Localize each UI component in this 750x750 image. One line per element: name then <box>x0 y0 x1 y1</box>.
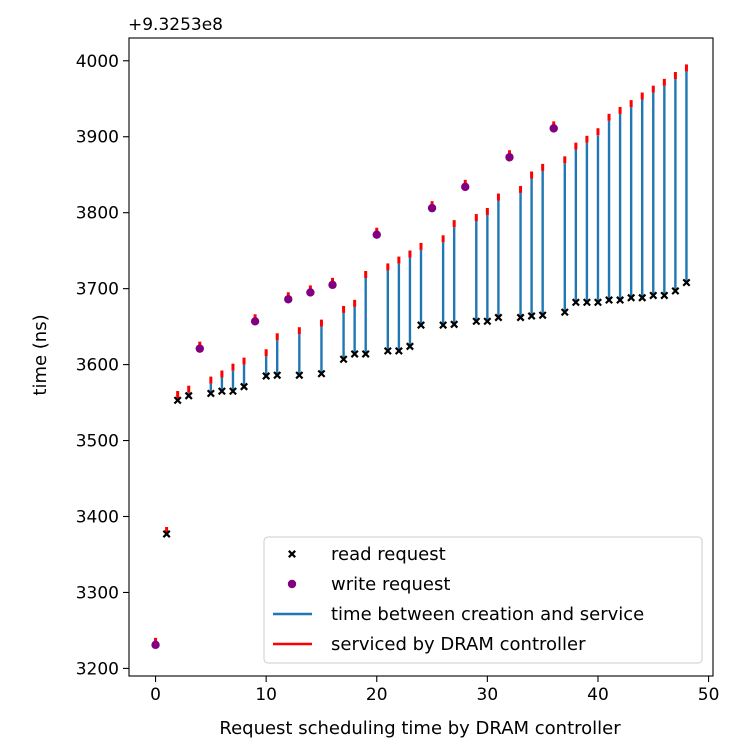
read-request-point <box>582 298 591 307</box>
read-request-point <box>671 286 680 295</box>
read-request-point <box>339 355 348 364</box>
read-request-point <box>240 382 249 391</box>
read-request-point <box>472 317 481 326</box>
read-request-point <box>593 298 602 307</box>
x-axis-label: Request scheduling time by DRAM controll… <box>219 718 621 739</box>
read-request-point <box>262 372 271 380</box>
read-request-point <box>439 321 448 330</box>
read-request-point <box>162 529 171 538</box>
plot-area <box>151 64 691 650</box>
legend-label: time between creation and service <box>331 604 644 625</box>
x-tick-label: 30 <box>477 685 499 705</box>
write-request-point <box>505 153 514 162</box>
read-request-point <box>483 317 492 326</box>
read-request-point <box>538 311 547 320</box>
read-request-point <box>217 387 226 396</box>
legend-read-marker <box>288 550 296 558</box>
read-request-point <box>494 313 503 322</box>
legend-write-marker <box>287 579 297 589</box>
read-request-point <box>627 293 636 302</box>
legend-label: write request <box>331 574 450 595</box>
read-request-point <box>350 349 359 358</box>
write-request-point <box>461 182 470 192</box>
write-request-point <box>328 280 337 290</box>
write-request-point <box>284 295 293 304</box>
read-request-point <box>228 387 237 396</box>
read-request-point <box>383 346 392 355</box>
read-request-point <box>560 308 569 317</box>
write-request-point <box>549 124 558 133</box>
y-tick-label: 3300 <box>76 583 119 603</box>
y-tick-label: 3200 <box>76 659 119 679</box>
read-request-point <box>361 349 370 358</box>
plot-frame <box>128 37 714 677</box>
read-request-point <box>571 298 580 307</box>
y-tick-label: 3600 <box>76 356 119 376</box>
read-request-point <box>516 313 525 322</box>
read-request-point <box>317 369 326 378</box>
write-request-point <box>151 640 160 650</box>
read-request-point <box>605 296 614 305</box>
read-request-point <box>394 346 403 355</box>
read-request-point <box>638 293 647 302</box>
x-tick-label: 20 <box>366 685 388 705</box>
read-request-point <box>184 391 193 400</box>
write-request-point <box>427 203 437 213</box>
read-request-point <box>527 312 536 320</box>
legend-label: read request <box>331 544 446 565</box>
y-tick-label: 3900 <box>76 128 119 148</box>
read-request-point <box>649 291 658 300</box>
read-request-point <box>273 371 282 380</box>
read-request-point <box>616 296 625 305</box>
read-request-point <box>450 320 459 329</box>
y-tick-label: 3400 <box>76 508 119 528</box>
read-request-point <box>405 342 414 351</box>
x-tick-label: 0 <box>150 685 161 705</box>
write-request-point <box>306 288 315 297</box>
y-tick-label: 3500 <box>76 432 119 452</box>
x-tick-label: 40 <box>587 685 609 705</box>
y-tick-label: 4000 <box>76 52 119 72</box>
x-tick-label: 10 <box>255 685 277 705</box>
write-request-point <box>195 344 204 353</box>
legend-box <box>263 536 703 664</box>
read-request-point <box>173 396 182 405</box>
axes: 0 10 20 30 40 50 3200 3300 3400 3500 3600 3700 3800 3… <box>76 37 720 705</box>
y-tick-label: 3700 <box>76 280 119 300</box>
legend: read request write request time between cr… <box>263 536 703 664</box>
read-request-point <box>295 371 304 380</box>
y-axis-label: time (ns) <box>30 314 51 395</box>
x-tick-label: 50 <box>698 685 720 705</box>
read-request-point <box>206 389 215 398</box>
read-request-point <box>682 278 691 287</box>
write-request-point <box>250 317 260 326</box>
y-tick-label: 3800 <box>76 204 119 224</box>
read-request-point <box>660 291 669 300</box>
write-request-point <box>372 230 381 239</box>
legend-label: serviced by DRAM controller <box>331 634 586 655</box>
y-offset-label: +9.3253e8 <box>128 15 223 35</box>
read-request-point <box>417 321 425 330</box>
